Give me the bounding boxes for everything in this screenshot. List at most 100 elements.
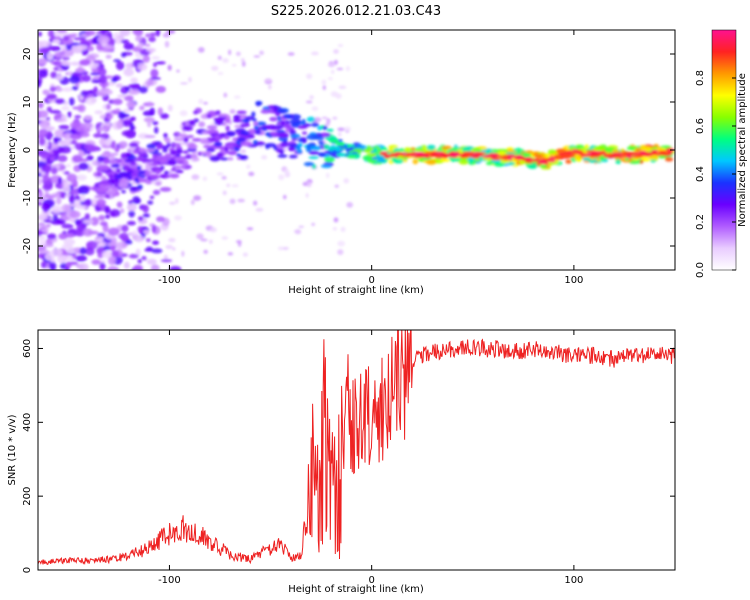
spectrogram-ridge-core	[662, 153, 672, 156]
spectrogram-noise-blob	[142, 204, 149, 213]
spectrogram-ridge-blob	[595, 145, 605, 151]
spectrogram-noise-blob	[253, 55, 261, 58]
spectrogram-noise-blob	[118, 111, 126, 120]
spectrogram-ridge-blob	[289, 154, 298, 159]
spectrogram-ridge-blob	[268, 105, 275, 110]
spectrogram-noise-blob	[147, 200, 154, 205]
spectrogram-ridge-blob	[547, 149, 557, 155]
spectrogram-noise-blob	[42, 183, 53, 191]
spectrogram-ridge-core	[507, 158, 513, 161]
colorbar-label: Normalized spectral amplitude	[737, 73, 748, 227]
spectrogram-noise-blob	[137, 258, 142, 264]
spectrogram-ridge-blob	[372, 147, 378, 153]
spectrogram-ridge-blob	[217, 113, 230, 117]
spectrogram-ridge-blob	[628, 160, 641, 164]
spectrogram-noise-blob	[120, 208, 125, 214]
spectrogram-noise-blob	[70, 146, 76, 150]
spectrogram-ridge-blob	[310, 145, 322, 151]
spectrogram-ridge-blob	[226, 131, 236, 137]
spectrogram-noise-blob	[80, 90, 89, 97]
spectrogram-noise-blob	[345, 65, 351, 72]
spectrogram-noise-blob	[104, 206, 111, 214]
spectrogram-noise-blob	[41, 47, 51, 53]
snr-y-tick-label: 0	[22, 567, 33, 573]
spectrogram-ridge-blob	[206, 125, 218, 130]
spectrogram-noise-blob	[118, 141, 128, 149]
spectrogram-noise-blob	[43, 219, 53, 223]
spectrogram-noise-blob	[107, 266, 120, 270]
spectrogram-noise-blob	[132, 196, 140, 205]
spectrogram-noise-blob	[59, 145, 72, 154]
spectrogram-ridge-blob	[215, 110, 221, 115]
spectrogram-noise-blob	[160, 259, 173, 263]
spectrogram-noise-blob	[38, 188, 42, 193]
spectrogram-noise-blob	[95, 238, 102, 242]
spectrogram-noise-blob	[38, 70, 48, 78]
spectrogram-noise-blob	[310, 51, 319, 56]
spectrogram-noise-blob	[333, 49, 339, 54]
spectrogram-noise-blob	[46, 93, 58, 100]
spectrogram-noise-blob	[54, 51, 67, 58]
spectrogram-ridge-blob	[108, 173, 114, 180]
spectrogram-ridge-blob	[441, 145, 452, 150]
spectrogram-ridge-blob	[236, 110, 247, 115]
spectrogram-ridge-blob	[276, 129, 286, 134]
spectrogram-ridge-blob	[244, 116, 255, 121]
spectrogram-noise-blob	[203, 249, 208, 254]
spectrogram-noise-blob	[237, 198, 245, 203]
spectrogram-noise-blob	[175, 197, 179, 204]
spectrogram-ridge-blob	[163, 132, 168, 138]
spectrogram-ridge-blob	[167, 159, 178, 166]
spectrogram-ridge-blob	[265, 124, 277, 130]
spectrogram-noise-blob	[311, 106, 319, 111]
spectrogram-ridge-blob	[118, 182, 129, 189]
spectrogram-noise-blob	[309, 95, 314, 100]
spectrogram-noise-blob	[321, 79, 327, 85]
spectrogram-ridge-blob	[336, 152, 343, 157]
spectrogram-noise-blob	[333, 59, 338, 65]
spectrogram-ridge-blob	[187, 143, 198, 150]
spectrogram-noise-blob	[84, 247, 95, 256]
spectrogram-ridge-blob	[152, 154, 158, 159]
spectrogram-ridge-blob	[269, 116, 278, 122]
spectrogram-noise-blob	[137, 226, 143, 234]
spectrogram-noise-blob	[139, 105, 145, 111]
spectrogram-noise-blob	[229, 109, 236, 114]
spectrogram-ridge-core	[564, 154, 574, 157]
spectrogram-noise-blob	[149, 32, 157, 37]
spectrogram-ridge-blob	[265, 142, 277, 148]
spectrogram-noise-blob	[130, 77, 138, 84]
spectrogram-noise-blob	[61, 204, 71, 213]
spectrogram-noise-blob	[337, 44, 344, 47]
spectrogram-noise-blob	[196, 233, 204, 240]
spectrogram-ridge-blob	[117, 179, 128, 183]
figure-title: S225.2026.012.21.03.C43	[271, 4, 441, 19]
spectrogram-noise-blob	[74, 115, 82, 119]
spectrogram-ridge-blob	[169, 173, 180, 179]
spectrogram-noise-blob	[38, 128, 49, 137]
spectrogram-ridge-blob	[297, 142, 303, 147]
spectrogram-noise-blob	[217, 71, 224, 76]
spectrogram-noise-blob	[142, 213, 151, 218]
snr-y-tick-label: 200	[22, 487, 33, 506]
spectrogram-noise-blob	[137, 216, 144, 222]
spectrogram-noise-blob	[278, 174, 285, 181]
spectrogram-noise-blob	[50, 167, 58, 175]
spectrogram-noise-blob	[343, 178, 350, 184]
spectrogram-y-tick-label: -20	[22, 238, 33, 254]
spectrogram-noise-blob	[50, 156, 55, 161]
spectrogram-noise-blob	[146, 48, 157, 53]
spectrogram-noise-blob	[53, 60, 63, 67]
spectrogram-noise-blob	[151, 224, 157, 233]
spectrogram-noise-blob	[148, 36, 156, 43]
colorbar-ticks: 0.0 0.2 0.4 0.6 0.8	[695, 70, 736, 278]
spectrogram-ridge-blob	[115, 168, 122, 173]
spectrogram-ridge-core	[590, 152, 598, 156]
spectrogram-ridge-blob	[165, 138, 171, 144]
spectrogram-ridge-core	[492, 157, 501, 161]
spectrogram-ridge-blob	[175, 156, 186, 162]
spectrogram-noise-blob	[337, 132, 342, 137]
spectrogram-noise-blob	[334, 184, 339, 188]
spectrogram-ridge-blob	[137, 147, 147, 153]
spectrogram-noise-blob	[46, 126, 56, 131]
